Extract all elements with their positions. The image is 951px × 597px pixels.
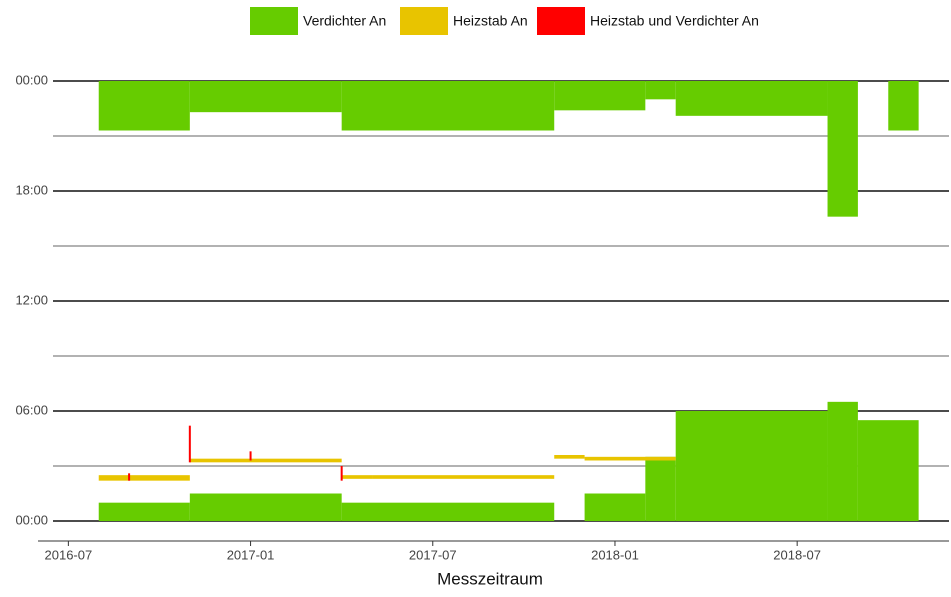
range-bar — [341, 81, 555, 131]
range-bar — [341, 475, 373, 479]
y-tick-label: 00:00 — [15, 512, 48, 527]
range-bar — [888, 81, 919, 131]
range-bar — [645, 456, 676, 521]
range-bar — [340, 466, 343, 481]
range-bar — [675, 81, 828, 116]
range-bar — [128, 473, 131, 481]
range-bar — [584, 456, 676, 461]
legend-swatch — [250, 7, 298, 35]
x-tick-label: 2016-07 — [45, 547, 93, 562]
range-bar — [189, 81, 342, 113]
y-tick-label: 06:00 — [15, 402, 48, 417]
range-bar — [675, 411, 828, 521]
range-bar — [857, 420, 919, 521]
x-tick-label: 2017-07 — [409, 547, 457, 562]
range-bar — [554, 455, 585, 459]
range-bar — [554, 81, 646, 111]
legend-swatch — [537, 7, 585, 35]
legend-label: Verdichter An — [303, 13, 386, 29]
y-tick-label: 00:00 — [15, 72, 48, 87]
range-bar — [827, 401, 858, 521]
x-tick-label: 2018-07 — [773, 547, 821, 562]
range-bar — [98, 475, 190, 481]
legend-swatch — [400, 7, 448, 35]
range-bar — [372, 475, 555, 479]
x-tick-label: 2018-01 — [591, 547, 639, 562]
range-bar — [645, 81, 676, 100]
range-bar — [98, 81, 190, 131]
range-bar — [188, 425, 191, 463]
range-bar — [249, 451, 252, 461]
x-axis-title: Messzeitraum — [437, 569, 543, 588]
range-bar — [584, 493, 646, 521]
legend-label: Heizstab und Verdichter An — [590, 13, 759, 29]
y-tick-label: 18:00 — [15, 182, 48, 197]
range-bar — [341, 502, 555, 521]
range-bar — [189, 493, 342, 521]
range-bar — [827, 81, 858, 217]
x-tick-label: 2017-01 — [227, 547, 275, 562]
range-bar — [189, 458, 342, 463]
legend-label: Heizstab An — [453, 13, 528, 29]
range-bar — [98, 502, 190, 521]
y-tick-label: 12:00 — [15, 292, 48, 307]
